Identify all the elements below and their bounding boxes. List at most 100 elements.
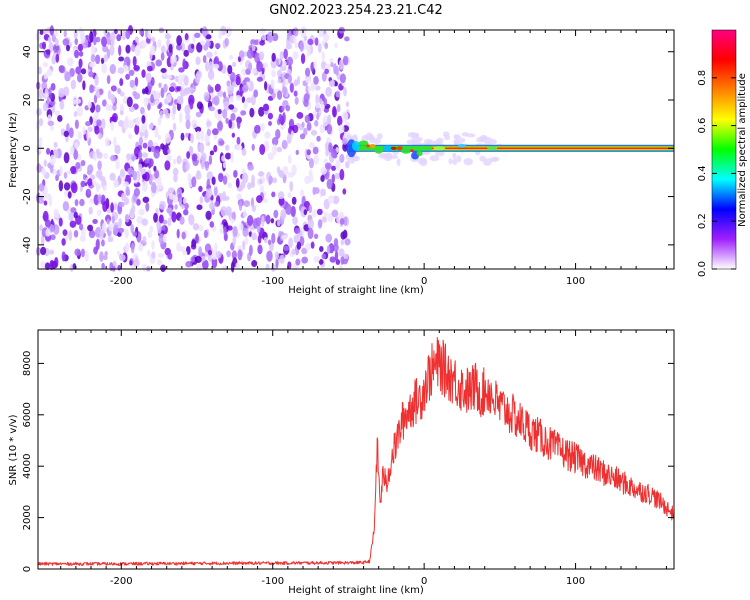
noise-blob [73, 211, 78, 219]
spectrogram-y-tick-label: 0 [22, 145, 33, 151]
noise-blob [84, 250, 89, 262]
noise-blob [70, 79, 77, 90]
noise-blob [61, 251, 66, 262]
noise-blob [221, 155, 226, 162]
noise-blob [153, 90, 160, 100]
noise-blob [200, 160, 205, 170]
noise-blob [50, 234, 56, 241]
noise-blob [94, 226, 102, 238]
noise-blob [53, 208, 60, 218]
noise-blob [116, 34, 122, 42]
noise-blob [162, 108, 169, 114]
signal-blob [352, 140, 360, 151]
noise-blob [138, 136, 144, 146]
noise-blob [458, 137, 466, 143]
noise-blob [338, 248, 345, 257]
noise-blob [251, 94, 256, 106]
noise-blob [182, 58, 187, 70]
noise-blob [323, 198, 330, 210]
noise-blob [235, 262, 241, 269]
noise-blob [142, 196, 150, 203]
noise-blob [154, 126, 159, 138]
noise-blob [125, 44, 131, 54]
noise-blob [205, 34, 212, 40]
snr-x-tick-label: -200 [110, 576, 133, 587]
noise-blob [124, 228, 129, 239]
noise-blob [267, 112, 274, 120]
noise-blob [58, 65, 66, 74]
snr-x-tick-label: 0 [421, 576, 427, 587]
noise-blob [176, 95, 184, 105]
noise-blob [390, 154, 398, 160]
noise-blob [141, 152, 149, 158]
noise-blob [339, 73, 346, 84]
noise-blob [153, 149, 160, 159]
noise-blob [256, 76, 263, 82]
noise-blob [242, 84, 249, 93]
noise-blob [157, 117, 162, 126]
noise-blob [128, 106, 135, 113]
noise-blob [185, 132, 189, 138]
noise-blob [274, 251, 280, 260]
noise-blob [258, 171, 263, 177]
noise-blob [208, 202, 215, 210]
noise-blob [46, 68, 53, 77]
noise-blob [413, 132, 420, 139]
noise-blob [308, 157, 314, 169]
noise-blob [320, 188, 326, 197]
noise-blob [129, 79, 135, 88]
noise-blob [101, 262, 105, 270]
noise-blob [62, 200, 70, 212]
noise-blob [117, 88, 122, 95]
noise-blob [69, 145, 75, 156]
noise-blob [342, 258, 348, 265]
noise-blob [320, 174, 325, 182]
noise-blob [261, 34, 267, 41]
noise-blob [150, 94, 154, 104]
noise-blob [74, 142, 79, 148]
noise-blob [216, 121, 223, 131]
noise-blob [276, 219, 281, 227]
spectrogram-y-tick-label: -20 [22, 188, 33, 204]
noise-blob [305, 242, 312, 251]
noise-blob [196, 70, 202, 79]
noise-blob [186, 151, 191, 159]
noise-blob [214, 109, 219, 119]
noise-blob [271, 52, 276, 63]
noise-blob [104, 250, 108, 257]
noise-blob [380, 153, 389, 158]
noise-blob [261, 122, 265, 132]
noise-blob [74, 119, 79, 129]
signal-band [346, 139, 674, 160]
noise-blob [294, 42, 299, 49]
signal-blob [369, 143, 376, 148]
noise-blob [256, 60, 263, 72]
noise-blob [319, 245, 324, 253]
noise-blob [157, 253, 165, 259]
noise-blob [109, 172, 116, 181]
noise-blob [76, 106, 83, 117]
noise-blob [351, 156, 359, 162]
noise-blob [140, 40, 147, 49]
noise-blob [208, 154, 213, 165]
noise-blob [343, 216, 348, 227]
noise-blob [110, 85, 117, 92]
noise-blob [207, 84, 212, 93]
signal-band-core [431, 147, 674, 150]
noise-blob [276, 146, 283, 153]
noise-blob [96, 151, 103, 159]
noise-blob [206, 128, 211, 137]
noise-blob [306, 121, 312, 131]
noise-blob [279, 254, 285, 264]
noise-blob [100, 231, 104, 240]
noise-blob [229, 54, 234, 60]
noise-blob [188, 87, 195, 95]
noise-blob [160, 143, 165, 150]
noise-blob [82, 126, 87, 135]
noise-blob [275, 58, 280, 66]
noise-blob [224, 37, 229, 47]
noise-blob [145, 202, 150, 212]
noise-blob [214, 200, 220, 208]
noise-blob [59, 165, 63, 176]
noise-blob [341, 111, 349, 122]
